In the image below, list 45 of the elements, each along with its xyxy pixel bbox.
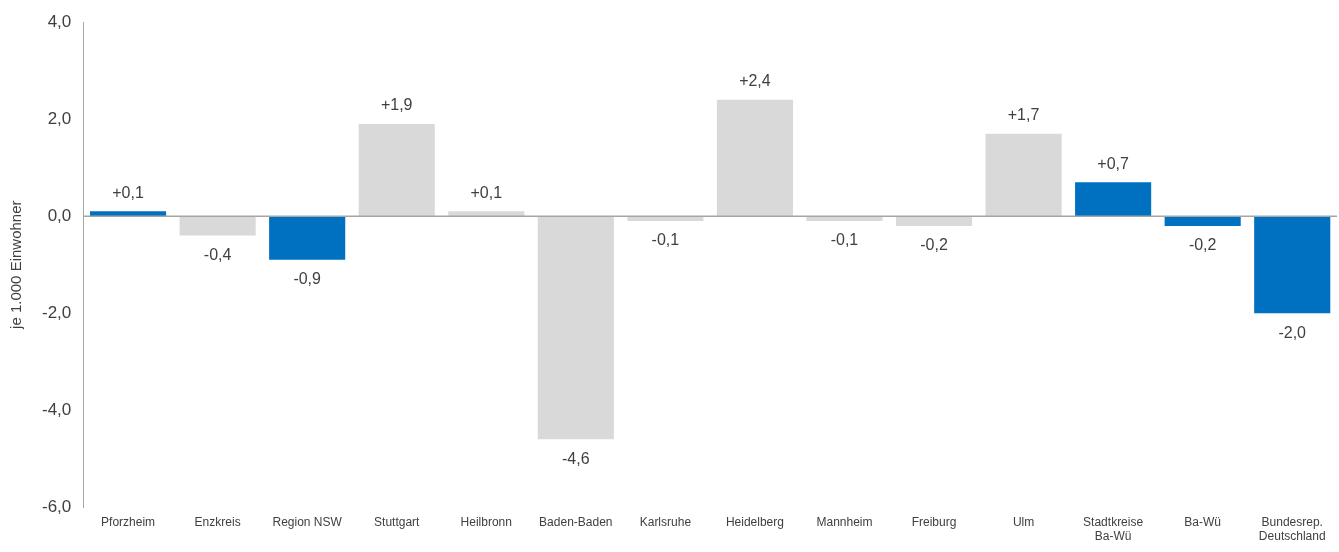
data-label: +0,1 [470, 183, 503, 201]
data-label: +2,4 [739, 72, 771, 90]
y-tick-label: 4,0 [47, 11, 72, 31]
bar [358, 124, 435, 217]
data-label: -0,9 [293, 270, 322, 288]
x-tick-label: Mannheim [816, 514, 873, 529]
y-tick-label: 0,0 [47, 205, 72, 225]
x-tick-label: Stuttgart [374, 514, 421, 529]
x-tick-label: Heidelberg [725, 514, 784, 529]
data-label: +0,7 [1097, 154, 1130, 172]
bar [1254, 216, 1331, 314]
x-tick-label: Stadtkreise Ba-Wü [1083, 514, 1144, 544]
y-tick-label: -6,0 [42, 496, 72, 516]
data-label: -0,2 [920, 236, 948, 254]
x-tick-label: Region NSW [272, 514, 343, 529]
x-tick-label: Pforzheim [101, 514, 156, 529]
bar [716, 99, 793, 217]
data-label: +0,1 [112, 183, 144, 201]
data-label: -0,2 [1188, 236, 1217, 254]
bar [1075, 182, 1152, 217]
data-label: -0,1 [651, 231, 680, 249]
x-tick-label: Karlsruhe [639, 514, 692, 529]
data-label: -2,0 [1278, 323, 1307, 341]
data-label: +1,7 [1007, 106, 1040, 124]
y-tick-label: 2,0 [47, 108, 72, 128]
x-tick-label: Bundesrep. Deutschland [1258, 514, 1326, 544]
data-label: +1,9 [380, 96, 413, 114]
y-axis-title: je 1.000 Einwohner [7, 200, 25, 330]
bar [269, 216, 346, 260]
bar [179, 216, 256, 236]
x-tick-label: Ulm [1012, 514, 1035, 529]
x-tick-label: Heilbronn [460, 514, 512, 529]
data-label: -0,4 [203, 246, 232, 264]
data-label: -0,1 [830, 231, 859, 249]
bar [895, 216, 973, 226]
x-tick-label: Enzkreis [194, 514, 241, 529]
bar [1164, 216, 1241, 226]
bar [537, 216, 614, 440]
x-tick-label: Ba-Wü [1184, 514, 1222, 529]
y-tick-label: -4,0 [42, 399, 72, 419]
x-tick-label: Freiburg [911, 514, 957, 529]
y-tick-label: -2,0 [42, 302, 72, 322]
bar [985, 133, 1062, 217]
data-label: -4,6 [562, 449, 590, 467]
x-tick-label: Baden-Baden [539, 514, 613, 529]
